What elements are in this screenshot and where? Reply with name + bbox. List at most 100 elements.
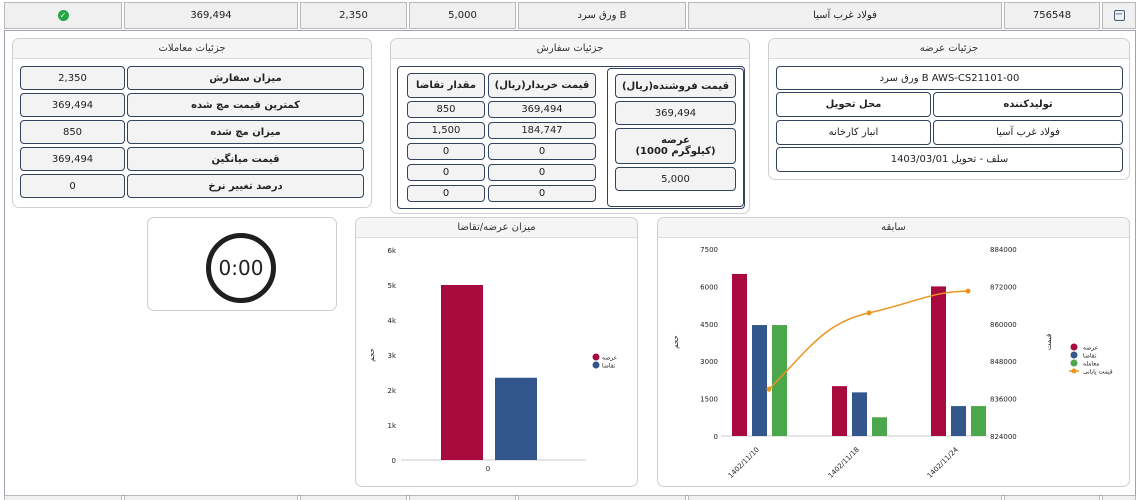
supply-value: 5,000 [615,167,736,191]
legend-label: قیمت پایانی [1083,369,1113,376]
transaction-value: 0 [20,174,125,198]
y2-tick-label: 824000 [990,433,1017,441]
transaction-value: 369,494 [20,93,125,117]
demand-qty-cell: 0 [407,143,485,160]
y-axis-label: حجم [672,335,680,349]
location-label: محل تحویل [776,92,931,117]
x-tick-label: 1402/11/18 [827,446,861,480]
transaction-value: 2,350 [20,66,125,90]
legend-dot [1070,359,1078,367]
history-chart: 0 1500 3000 4500 6000 7500 824000 836000 848000 8… [672,246,1113,480]
y-tick-label: 0 [392,457,396,465]
bar-1-2 [872,417,887,436]
transactions-title: جزئیات معاملات [13,39,371,59]
bar-2-0 [931,286,946,436]
bar-0 [441,285,483,460]
delivery-value: سلف - تحویل 1403/03/01 [776,147,1123,172]
price-point [866,310,872,316]
transaction-value: 850 [20,120,125,144]
demand-qty-cell: 1,500 [407,122,485,139]
y-tick-label: 3k [387,352,396,360]
bar-1 [495,377,537,460]
y2-tick-label: 884000 [990,246,1017,254]
transaction-label: درصد تغییر نرخ [127,174,364,198]
y-tick-label: 0 [714,433,718,441]
bar-1-1 [852,392,867,436]
check-icon: ✓ [57,10,69,21]
order-title: جزئیات سفارش [391,39,749,59]
offer-title: جزئیات عرضه [769,39,1129,59]
countdown-timer: 0:00 [206,233,276,303]
bar-1-0 [832,386,847,436]
buyer-price-cell: 0 [488,164,596,181]
price-point [766,386,772,392]
seller-column: قیمت فروشنده(ریال) 369,494 عرضه (1000 کی… [607,68,744,207]
y-tick-label: 4500 [700,321,718,329]
x-tick-label: 1402/11/10 [727,446,761,480]
demand-header: مقدار تقاضا [407,73,485,98]
top-volume-cell: 2,350 [300,2,407,29]
transaction-value: 369,494 [20,147,125,171]
legend-label: عرضه [602,355,617,362]
y2-tick-label: 872000 [990,283,1017,291]
top-quantity-cell: 5,000 [409,2,516,29]
y2-tick-label: 860000 [990,321,1017,329]
history-chart-panel: سابقه 0 1500 3000 4500 6000 7500 824000 836000 8… [657,217,1130,487]
transaction-label: کمترین قیمت مچ شده [127,93,364,117]
legend-label: تقاضا [602,363,616,370]
bar-0-1 [752,325,767,436]
supply-demand-chart-title: میزان عرضه/تقاضا [356,218,637,238]
seller-price-header: قیمت فروشنده(ریال) [615,74,736,98]
order-panel: جزئیات سفارش قیمت فروشنده(ریال) 369,494 … [390,38,750,214]
demand-qty-cell: 0 [407,164,485,181]
y-tick-label: 5k [387,282,396,290]
legend-dot [1070,343,1078,351]
y-tick-label: 1500 [700,396,718,404]
producer-value: فولاد غرب آسیا [933,120,1123,145]
transaction-label: میزان مچ شده [127,120,364,144]
legend-dot [592,353,600,361]
y2-tick-label: 848000 [990,358,1017,366]
collapse-icon[interactable]: − [1113,9,1125,21]
buyer-price-cell: 369,494 [488,101,596,118]
y2-axis-label: قیمت [1045,334,1053,350]
bar-0-2 [772,325,787,436]
collapse-toggle[interactable]: − [1102,2,1136,29]
next-order-row[interactable] [4,495,1136,500]
supply-demand-chart-panel: میزان عرضه/تقاضا 0 1k 2k 3k 4k 5k 6k حجم 0 عرضه تق… [355,217,638,487]
supply-label: عرضه [661,135,690,146]
top-price-cell: 369,494 [124,2,298,29]
transaction-label: قیمت میانگین [127,147,364,171]
y-tick-label: 7500 [700,246,718,254]
order-summary-row[interactable]: ✓ 369,494 2,350 5,000 ورق سرد B فولاد غر… [4,2,1136,29]
y-tick-label: 1k [387,422,396,430]
producer-label: تولیدکننده [933,92,1123,117]
top-id-cell: 756548 [1004,2,1100,29]
buyer-price-cell: 0 [488,143,596,160]
y-tick-label: 6000 [700,283,718,291]
bar-2-2 [971,406,986,436]
demand-qty-cell: 850 [407,101,485,118]
top-product-cell: ورق سرد B [518,2,686,29]
legend-dot [1070,351,1078,359]
legend-dot [592,361,600,369]
y-tick-label: 3000 [700,358,718,366]
history-chart-title: سابقه [658,218,1129,238]
legend-dot [1071,368,1077,374]
y-tick-label: 6k [387,247,396,255]
transaction-label: میزان سفارش [127,66,364,90]
timer-panel: 0:00 [147,217,337,311]
location-value: انبار کارخانه [776,120,931,145]
price-point [965,288,971,294]
x-tick-label: 1402/11/24 [926,445,961,480]
legend-label: عرضه [1083,345,1098,352]
status-cell: ✓ [4,2,122,29]
legend-label: تقاضا [1083,353,1097,360]
buyer-price-cell: 0 [488,185,596,202]
top-supplier-cell: فولاد غرب آسیا [688,2,1002,29]
buyer-price-cell: 184,747 [488,122,596,139]
y-tick-label: 4k [387,317,396,325]
bar-2-1 [951,406,966,436]
y2-tick-label: 836000 [990,396,1017,404]
